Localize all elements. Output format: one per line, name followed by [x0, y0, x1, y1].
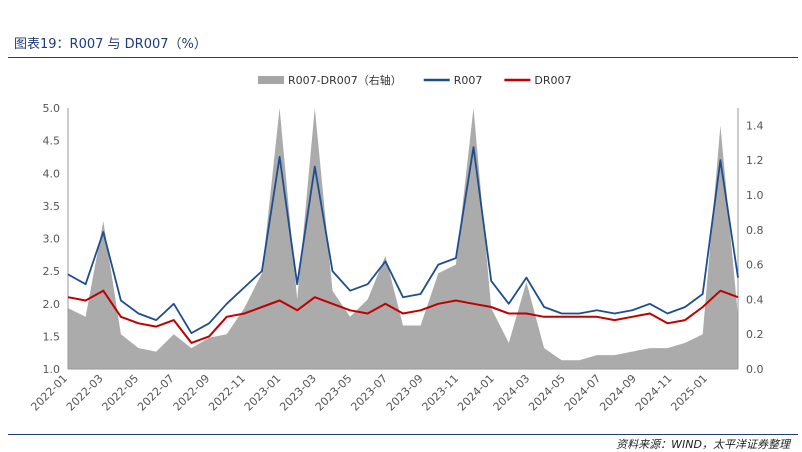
x-tick-label: 2023-07 [348, 372, 390, 414]
legend-label-r007: R007 [454, 74, 483, 87]
legend-label-dr007: DR007 [534, 74, 571, 87]
x-tick-label: 2022-07 [135, 372, 177, 414]
y-tick-right-label: 0.4 [746, 293, 764, 306]
footer-divider [8, 434, 798, 435]
x-tick-label: 2023-05 [313, 372, 355, 414]
x-tick-label: 2023-01 [242, 372, 284, 414]
x-tick-label: 2024-07 [562, 372, 604, 414]
x-tick-label: 2023-11 [420, 372, 462, 414]
y-tick-right-label: 1.2 [746, 154, 764, 167]
title-divider [8, 57, 798, 58]
x-tick-label: 2024-11 [633, 372, 675, 414]
x-tick-label: 2023-09 [384, 372, 426, 414]
legend-label-spread: R007-DR007（右轴） [288, 73, 402, 87]
series-r007-line [67, 146, 739, 335]
y-tick-left-label: 2.5 [43, 265, 61, 278]
y-tick-right-label: 0.0 [746, 363, 764, 376]
x-tick-label: 2025-01 [668, 372, 710, 414]
x-tick-label: 2022-09 [171, 372, 213, 414]
x-tick-label: 2022-03 [64, 372, 106, 414]
y-tick-right-label: 1.0 [746, 189, 764, 202]
x-tick-label: 2022-11 [206, 372, 248, 414]
legend: R007-DR007（右轴） R007 DR007 [258, 73, 571, 87]
y-tick-left-label: 5.0 [43, 102, 61, 115]
y-tick-right-label: 0.6 [746, 259, 764, 272]
series-spread-area [68, 108, 738, 369]
y-tick-left-label: 1.0 [43, 363, 61, 376]
x-tick-label: 2022-01 [28, 372, 70, 414]
title-bar: 图表19：R007 与 DR007（%） [0, 0, 802, 58]
series-dr007-line [67, 289, 739, 344]
x-tick-label: 2024-01 [455, 372, 497, 414]
x-tick-label: 2024-09 [597, 372, 639, 414]
x-tick-label: 2024-03 [491, 372, 533, 414]
y-tick-left-label: 1.5 [43, 330, 61, 343]
x-tick-label: 2024-05 [526, 372, 568, 414]
y-tick-left-label: 2.0 [43, 298, 61, 311]
y-tick-left-label: 4.0 [43, 167, 61, 180]
chart-title: 图表19：R007 与 DR007（%） [14, 37, 207, 52]
lines-layer [67, 146, 739, 344]
y-tick-right-label: 0.8 [746, 224, 764, 237]
spread-area-layer [68, 108, 738, 369]
y-tick-left-label: 4.5 [43, 135, 61, 148]
x-tick-label: 2023-03 [277, 372, 319, 414]
y-tick-left-label: 3.5 [43, 200, 61, 213]
source-note: 资料来源：WIND，太平洋证券整理 [616, 438, 790, 451]
y-tick-left-label: 3.0 [43, 233, 61, 246]
y-tick-right-label: 1.4 [746, 119, 764, 132]
legend-swatch-spread [258, 76, 284, 84]
x-tick-label: 2022-05 [100, 372, 142, 414]
y-tick-right-label: 0.2 [746, 328, 764, 341]
